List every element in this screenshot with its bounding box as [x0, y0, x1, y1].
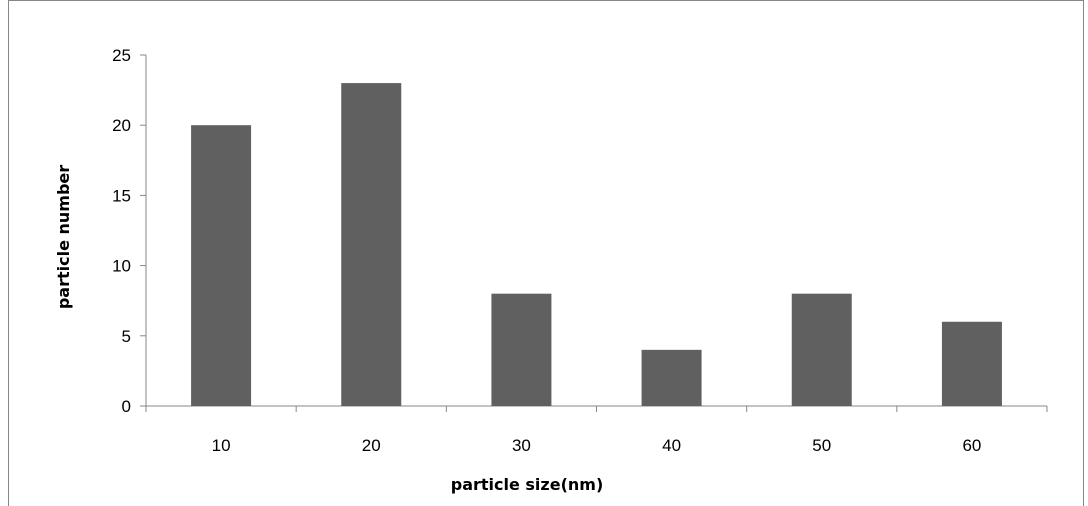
- bar-50: [791, 293, 852, 406]
- x-tick-label: 10: [212, 436, 231, 455]
- bars: [191, 83, 1002, 406]
- x-tick-label: 20: [362, 436, 381, 455]
- y-tick-label: 10: [112, 257, 131, 276]
- y-axis-title: particle number: [54, 165, 73, 309]
- chart-frame: [8, 0, 1084, 506]
- x-tick-labels: 10 20 30 40 50 60: [212, 436, 982, 455]
- y-tick-labels: 0 5 10 15 20 25: [112, 46, 131, 416]
- x-axis-title: particle size(nm): [451, 475, 604, 494]
- bar-20: [341, 83, 402, 406]
- bar-10: [191, 125, 252, 406]
- x-tick-label: 30: [512, 436, 531, 455]
- y-tick-label: 0: [122, 397, 131, 416]
- x-tick-label: 60: [962, 436, 981, 455]
- bar-60: [941, 321, 1002, 406]
- y-tick-label: 20: [112, 116, 131, 135]
- x-tick-label: 50: [812, 436, 831, 455]
- y-tick-label: 5: [122, 327, 131, 346]
- bar-30: [491, 293, 552, 406]
- x-tick-label: 40: [662, 436, 681, 455]
- axes: [140, 54, 1048, 412]
- y-tick-label: 15: [112, 186, 131, 205]
- bar-40: [641, 349, 702, 406]
- y-tick-label: 25: [112, 46, 131, 65]
